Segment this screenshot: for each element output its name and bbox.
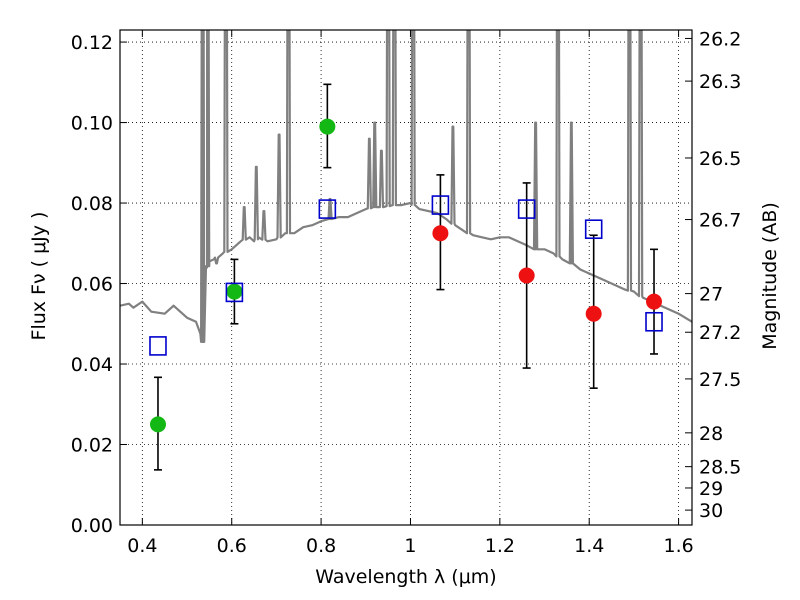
x-tick-label: 1.6 — [663, 535, 693, 557]
flux-point-green — [226, 283, 243, 300]
flux-point-green — [149, 416, 166, 433]
y-tick-label: 0.00 — [71, 515, 113, 537]
flux-point-red — [518, 267, 535, 284]
spectrum-line — [120, 30, 692, 343]
flux-point-red — [585, 305, 602, 322]
model-spectrum — [120, 30, 692, 343]
photometry-points — [149, 83, 663, 471]
series-red — [432, 174, 663, 389]
y-tick-label: 0.06 — [71, 274, 113, 296]
y2-tick-label: 26.3 — [699, 71, 741, 93]
flux-point-red — [646, 293, 663, 310]
model-box-point — [431, 195, 450, 215]
model-box-point — [149, 336, 167, 356]
y-tick-label: 0.08 — [71, 193, 113, 215]
flux-point-green — [319, 118, 336, 135]
x-axis-title: Wavelength λ (μm) — [315, 566, 496, 588]
y2-tick-label: 27.5 — [699, 369, 741, 391]
y-tick-label: 0.04 — [71, 354, 113, 376]
model-box-point — [584, 219, 603, 240]
y2-tick-label: 28.5 — [699, 457, 741, 479]
y2-tick-label: 26.5 — [699, 148, 741, 170]
model-box-point — [225, 282, 244, 303]
y2-tick-label: 26.2 — [699, 28, 741, 50]
y2-tick-label: 28 — [699, 423, 723, 445]
y-axis-title: Flux Fν ( μJy ) — [28, 212, 50, 341]
x-tick-label: 1 — [404, 535, 416, 557]
y-tick-label: 0.12 — [71, 32, 113, 54]
series-model_box — [149, 195, 663, 356]
right-y-axis-title: Magnitude (AB) — [759, 202, 781, 350]
model-box-point — [318, 199, 337, 219]
x-tick-label: 0.8 — [306, 535, 336, 557]
x-tick-label: 0.6 — [217, 535, 247, 557]
series-green — [149, 83, 336, 471]
y2-tick-label: 27.2 — [699, 322, 741, 344]
model-box-point — [517, 199, 536, 219]
model-box-point — [645, 311, 663, 332]
y2-tick-label: 30 — [699, 500, 723, 522]
y2-tick-label: 26.7 — [699, 210, 741, 232]
y-tick-label: 0.02 — [71, 435, 113, 457]
y2-tick-label: 27 — [699, 284, 723, 306]
flux-point-red — [432, 225, 449, 242]
x-tick-label: 0.4 — [127, 535, 157, 557]
plot-frame — [119, 29, 693, 526]
x-tick-label: 1.4 — [574, 535, 604, 557]
y2-tick-label: 29 — [699, 478, 723, 500]
x-tick-label: 1.2 — [485, 535, 515, 557]
axis-ticks: 0.4 0.6 0.8 1 1.2 1.4 1.6 0.00 0.02 0.04 0.06 0.08 0… — [71, 28, 742, 557]
y-tick-label: 0.10 — [71, 113, 113, 135]
